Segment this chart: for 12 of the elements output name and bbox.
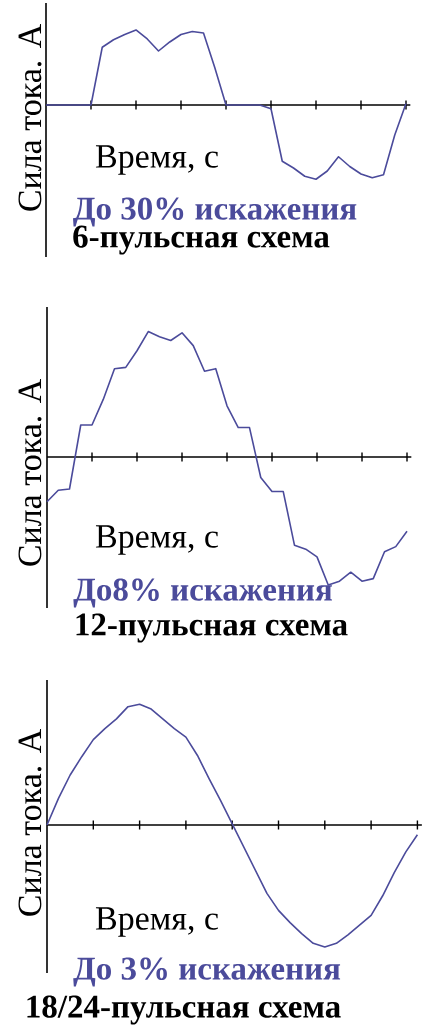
text: 18/24-пульсная схема [27, 995, 341, 1025]
text: 6-пульсная схема [73, 225, 330, 255]
text: До 30% искажения [72, 197, 357, 227]
x-axis-title: Время, с [95, 145, 218, 175]
y-axis-title: Сила тока. А [18, 729, 42, 916]
text: 12-пульсная схема [76, 613, 348, 643]
annotation: До8% искажения [73, 578, 332, 608]
y-axis-title: Сила тока. А [18, 24, 42, 211]
y-axis-title: Сила тока. А [18, 379, 42, 566]
text: До 3% искажения [73, 957, 341, 987]
x-axis-title: Время, с [95, 907, 218, 937]
x-axis-title: Время, с [95, 525, 218, 555]
